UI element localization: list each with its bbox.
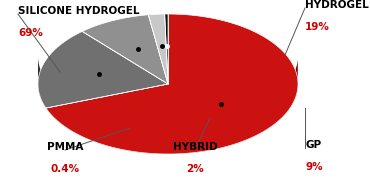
Polygon shape xyxy=(148,14,168,84)
Polygon shape xyxy=(46,56,168,108)
Text: 2%: 2% xyxy=(186,152,204,174)
Text: HYBRID: HYBRID xyxy=(173,142,217,152)
Text: 69%: 69% xyxy=(18,16,43,38)
Text: 9%: 9% xyxy=(305,150,323,172)
Polygon shape xyxy=(46,60,298,154)
Text: 0.4%: 0.4% xyxy=(50,152,80,174)
Text: SILICONE HYDROGEL: SILICONE HYDROGEL xyxy=(18,6,139,16)
Polygon shape xyxy=(38,31,168,108)
Polygon shape xyxy=(165,14,168,84)
Text: HYDROGEL: HYDROGEL xyxy=(305,0,369,10)
Polygon shape xyxy=(46,56,168,108)
Text: PMMA: PMMA xyxy=(47,142,83,152)
Text: 19%: 19% xyxy=(305,10,330,32)
Polygon shape xyxy=(82,15,168,84)
Polygon shape xyxy=(46,14,298,154)
Text: GP: GP xyxy=(305,140,321,150)
Polygon shape xyxy=(38,56,46,108)
